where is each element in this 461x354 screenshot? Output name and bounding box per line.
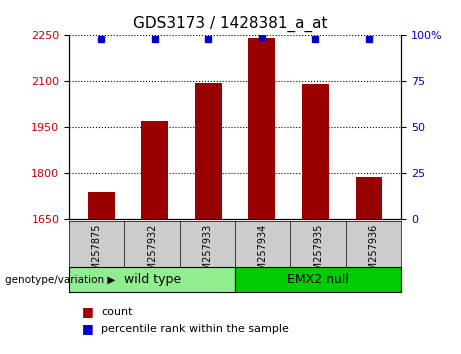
Bar xyxy=(302,85,329,219)
Text: GSM257933: GSM257933 xyxy=(202,224,213,283)
Bar xyxy=(88,192,115,219)
Text: genotype/variation ▶: genotype/variation ▶ xyxy=(5,275,115,285)
Text: ■: ■ xyxy=(82,322,94,335)
Bar xyxy=(355,177,382,219)
Text: GDS3173 / 1428381_a_at: GDS3173 / 1428381_a_at xyxy=(133,16,328,32)
Text: count: count xyxy=(101,307,133,316)
Text: GSM257935: GSM257935 xyxy=(313,224,323,283)
Text: GSM257934: GSM257934 xyxy=(258,224,268,283)
Text: percentile rank within the sample: percentile rank within the sample xyxy=(101,324,290,333)
Bar xyxy=(248,39,275,219)
Bar xyxy=(195,83,222,219)
Text: ■: ■ xyxy=(82,305,94,318)
Text: GSM257936: GSM257936 xyxy=(368,224,378,283)
Text: EMX2 null: EMX2 null xyxy=(287,273,349,286)
Text: wild type: wild type xyxy=(124,273,181,286)
Text: GSM257932: GSM257932 xyxy=(147,224,157,283)
Bar xyxy=(142,121,168,219)
Text: GSM257875: GSM257875 xyxy=(92,224,102,283)
